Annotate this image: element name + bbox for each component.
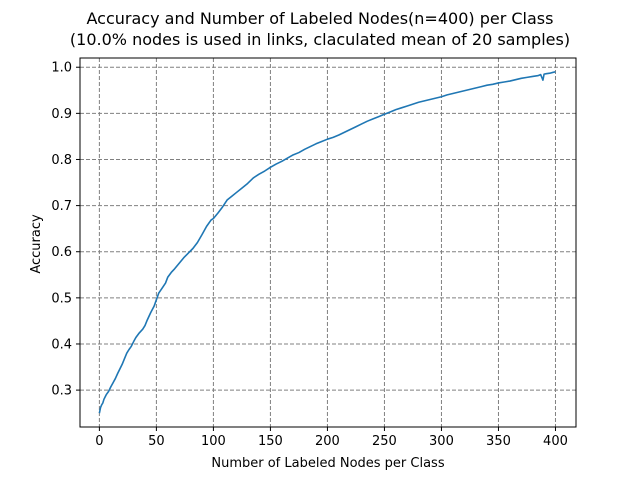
grid-lines	[80, 58, 576, 427]
y-axis-label: Accuracy	[29, 214, 44, 274]
x-tick-label: 0	[95, 434, 103, 449]
x-tick-label: 100	[201, 434, 226, 449]
chart-title: Accuracy and Number of Labeled Nodes(n=4…	[87, 9, 554, 28]
x-tick-label: 150	[258, 434, 283, 449]
y-tick-label: 0.4	[51, 337, 72, 352]
y-tick-label: 0.5	[51, 291, 72, 306]
x-axis-label: Number of Labeled Nodes per Class	[211, 456, 444, 471]
x-tick-label: 50	[148, 434, 165, 449]
y-tick-label: 0.9	[51, 107, 72, 122]
series-layer	[98, 71, 556, 414]
x-axis-ticks: 0 50 100 150 200 250 300 350 400	[95, 427, 568, 449]
y-tick-label: 1.0	[51, 61, 72, 76]
y-tick-label: 0.3	[51, 384, 72, 399]
x-tick-label: 200	[315, 434, 340, 449]
accuracy-series-line	[98, 71, 556, 414]
x-tick-label: 300	[429, 434, 454, 449]
chart-subtitle: (10.0% nodes is used in links, claculate…	[70, 30, 570, 49]
y-axis-ticks: 0.3 0.4 0.5 0.6 0.7 0.8 0.9 1.0	[51, 61, 80, 399]
x-tick-label: 400	[543, 434, 568, 449]
plot-frame	[79, 57, 577, 428]
y-tick-label: 0.8	[51, 153, 72, 168]
x-tick-label: 250	[372, 434, 397, 449]
y-tick-label: 0.7	[51, 199, 72, 214]
x-tick-label: 350	[486, 434, 511, 449]
y-tick-label: 0.6	[51, 245, 72, 260]
